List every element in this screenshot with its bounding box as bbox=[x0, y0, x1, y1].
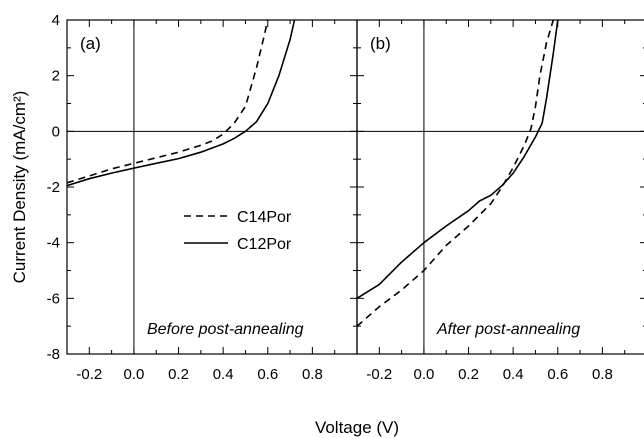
legend-label-c12por: C12Por bbox=[237, 236, 292, 253]
series-line-c14por-b bbox=[356, 19, 555, 327]
x-tick-label-a: 0.4 bbox=[213, 366, 234, 383]
series-line-c14por-a bbox=[66, 19, 269, 184]
x-axis-title: Voltage (V) bbox=[315, 418, 399, 437]
x-tick-label-b: 0.0 bbox=[413, 366, 434, 383]
ticks bbox=[66, 19, 644, 355]
x-tick-label-a: 0.6 bbox=[257, 366, 278, 383]
zero-lines bbox=[67, 20, 644, 354]
panel-label-b: (b) bbox=[370, 34, 391, 53]
y-tick-labels: -8 -6 -4 -2 0 2 4 bbox=[47, 12, 60, 363]
panel-a-frame bbox=[66, 19, 358, 355]
y-axis-title: Current Density (mA/cm²) bbox=[10, 91, 29, 284]
y-tick-label: 0 bbox=[52, 123, 60, 140]
y-tick-label: -6 bbox=[47, 290, 60, 307]
y-tick-label: 2 bbox=[52, 68, 60, 85]
annotation-a: Before post-annealing bbox=[147, 321, 304, 338]
x-tick-label-a: 0.2 bbox=[168, 366, 189, 383]
y-tick-label: -4 bbox=[47, 235, 60, 252]
x-tick-label-b: 0.2 bbox=[458, 366, 479, 383]
x-tick-labels: -0.2 0.0 0.2 0.4 0.6 0.8 -0.2 0.0 0.2 0.4 0.6 0.8 bbox=[76, 366, 612, 383]
x-tick-label-a: 0.8 bbox=[302, 366, 323, 383]
x-tick-label-b: -0.2 bbox=[366, 366, 392, 383]
series-line-c12por-a bbox=[66, 19, 296, 187]
y-tick-label: -8 bbox=[47, 346, 60, 363]
y-tick-label: 4 bbox=[52, 12, 60, 29]
x-tick-label-b: 0.6 bbox=[547, 366, 568, 383]
legend-label-c14por: C14Por bbox=[237, 209, 292, 226]
x-tick-label-a: -0.2 bbox=[76, 366, 102, 383]
x-tick-label-b: 0.8 bbox=[592, 366, 613, 383]
x-tick-label-a: 0.0 bbox=[123, 366, 144, 383]
y-tick-label: -2 bbox=[47, 179, 60, 196]
legend: C14Por C12Por bbox=[184, 209, 292, 253]
panel-label-a: (a) bbox=[80, 34, 101, 53]
series-line-c12por-b bbox=[356, 19, 559, 299]
series-layer bbox=[66, 19, 559, 327]
x-tick-label-b: 0.4 bbox=[503, 366, 524, 383]
annotation-b: After post-annealing bbox=[436, 321, 580, 338]
